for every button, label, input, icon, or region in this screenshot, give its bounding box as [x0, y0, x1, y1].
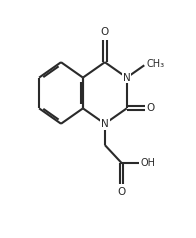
Text: OH: OH — [141, 158, 156, 168]
Text: N: N — [123, 73, 131, 83]
Text: O: O — [147, 103, 155, 113]
Text: CH₃: CH₃ — [146, 59, 164, 69]
Text: O: O — [117, 187, 125, 197]
Text: N: N — [101, 119, 109, 129]
Text: O: O — [101, 27, 109, 37]
